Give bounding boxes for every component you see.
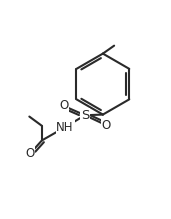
Text: NH: NH bbox=[56, 121, 74, 134]
Text: S: S bbox=[81, 109, 89, 122]
Text: O: O bbox=[25, 147, 35, 160]
Text: O: O bbox=[102, 119, 111, 132]
Text: O: O bbox=[59, 99, 68, 113]
